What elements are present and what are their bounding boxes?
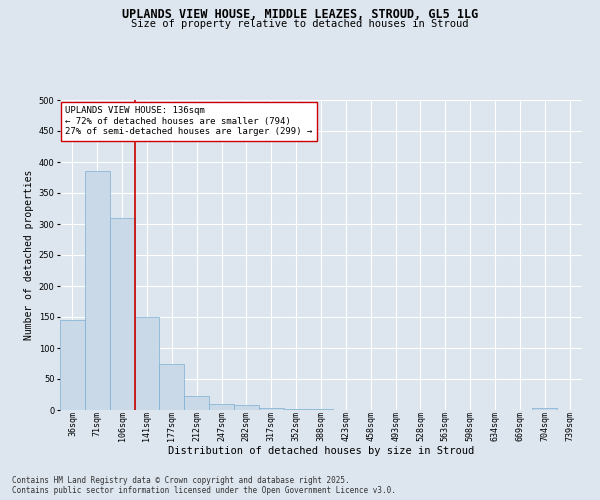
Bar: [234, 405, 259, 410]
Text: Contains HM Land Registry data © Crown copyright and database right 2025.
Contai: Contains HM Land Registry data © Crown c…: [12, 476, 396, 495]
Bar: [60, 320, 85, 410]
Bar: [184, 396, 209, 410]
X-axis label: Distribution of detached houses by size in Stroud: Distribution of detached houses by size …: [168, 446, 474, 456]
Bar: [209, 404, 234, 410]
Text: UPLANDS VIEW HOUSE, MIDDLE LEAZES, STROUD, GL5 1LG: UPLANDS VIEW HOUSE, MIDDLE LEAZES, STROU…: [122, 8, 478, 20]
Bar: [134, 317, 160, 410]
Bar: [85, 172, 110, 410]
Bar: [110, 218, 134, 410]
Bar: [259, 408, 284, 410]
Bar: [160, 364, 184, 410]
Bar: [284, 409, 308, 410]
Y-axis label: Number of detached properties: Number of detached properties: [25, 170, 34, 340]
Text: Size of property relative to detached houses in Stroud: Size of property relative to detached ho…: [131, 19, 469, 29]
Bar: [532, 408, 557, 410]
Text: UPLANDS VIEW HOUSE: 136sqm
← 72% of detached houses are smaller (794)
27% of sem: UPLANDS VIEW HOUSE: 136sqm ← 72% of deta…: [65, 106, 313, 136]
